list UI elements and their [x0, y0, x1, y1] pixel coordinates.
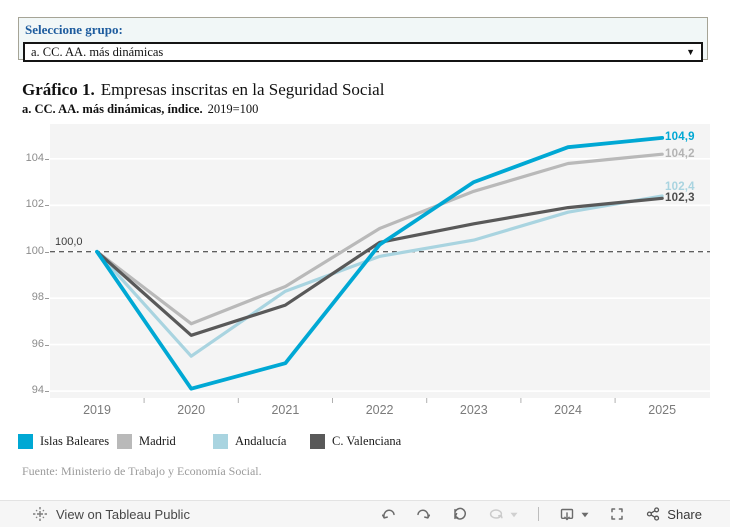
y-axis-label: 102: [25, 198, 44, 211]
download-icon: [561, 508, 574, 521]
page-title: Gráfico 1. Empresas inscritas en la Segur…: [22, 80, 384, 100]
tableau-toolbar: View on Tableau Public: [0, 500, 730, 527]
legend-label: Andalucía: [235, 434, 287, 448]
x-axis-label: 2024: [554, 403, 582, 417]
legend-item-c-valenciana[interactable]: C. Valenciana: [310, 434, 401, 449]
toolbar-divider: [538, 507, 540, 521]
title-prefix: Gráfico 1.: [22, 80, 95, 99]
y-axis-label: 98: [31, 291, 44, 304]
y-axis-label: 100: [25, 244, 44, 257]
line-chart[interactable]: [50, 124, 710, 403]
undo-icon: [382, 509, 396, 519]
refresh-dropdown-caret[interactable]: [510, 505, 518, 523]
redo-icon: [417, 509, 431, 519]
legend-swatch: [310, 434, 325, 449]
reset-icon: [454, 507, 467, 520]
y-axis-label: 104: [25, 151, 44, 164]
subtitle-normal: 2019=100: [207, 102, 259, 116]
x-axis-label: 2019: [83, 403, 111, 417]
series-line-madrid[interactable]: [95, 152, 664, 326]
legend-swatch: [117, 434, 132, 449]
filter-panel: Seleccione grupo: a. CC. AA. más dinámic…: [18, 17, 708, 62]
legend-swatch: [213, 434, 228, 449]
title-text: Empresas inscritas en la Seguridad Socia…: [100, 80, 385, 99]
filter-label: Seleccione grupo:: [25, 22, 123, 37]
y-axis-tick: [45, 298, 49, 300]
share-button[interactable]: Share: [645, 506, 702, 522]
x-axis-label: 2022: [365, 403, 394, 417]
legend-label: Madrid: [139, 434, 176, 448]
x-axis-label: 2020: [177, 403, 206, 417]
view-on-tableau-link[interactable]: View on Tableau Public: [32, 506, 190, 522]
select-caret-icon: ▼: [686, 47, 695, 57]
legend-swatch: [18, 434, 33, 449]
subtitle-bold: a. CC. AA. más dinámicas, índice.: [22, 102, 203, 116]
view-on-tableau-label: View on Tableau Public: [56, 506, 190, 522]
fullscreen-button[interactable]: [609, 506, 625, 522]
y-axis-tick: [45, 344, 49, 346]
title-block: Gráfico 1. Empresas inscritas en la Segur…: [22, 80, 384, 117]
series-line-andaluc-a[interactable]: [95, 194, 664, 358]
download-dropdown-caret[interactable]: [581, 505, 589, 523]
reset-button[interactable]: [452, 506, 468, 522]
undo-button[interactable]: [380, 506, 396, 522]
x-axis-label: 2023: [459, 403, 488, 417]
x-axis-label: 2021: [271, 403, 300, 417]
series-line-islas-baleares[interactable]: [95, 135, 665, 391]
page-subtitle: a. CC. AA. más dinámicas, índice. 2019=10…: [22, 102, 384, 117]
refresh-icon: [490, 509, 503, 519]
legend-item-andaluc-a[interactable]: Andalucía: [213, 434, 286, 449]
plot-area: [50, 124, 710, 398]
redo-button[interactable]: [416, 506, 432, 522]
legend-label: Islas Baleares: [40, 434, 110, 448]
y-axis-tick: [45, 251, 49, 253]
download-button[interactable]: [559, 506, 575, 522]
y-axis-tick: [45, 158, 49, 160]
legend-label: C. Valenciana: [332, 434, 402, 448]
legend-item-islas-baleares[interactable]: Islas Baleares: [18, 434, 109, 449]
toolbar-actions: Share: [380, 505, 702, 523]
source-note: Fuente: Ministerio de Trabajo y Economía…: [22, 464, 262, 478]
x-axis-label: 2025: [648, 403, 677, 417]
series-line-c-valenciana[interactable]: [95, 196, 664, 337]
share-label: Share: [667, 506, 702, 522]
group-select[interactable]: a. CC. AA. más dinámicas ▼: [23, 42, 703, 62]
legend-item-madrid[interactable]: Madrid: [117, 434, 176, 449]
tableau-logo-icon: [33, 507, 47, 521]
share-icon: [647, 507, 660, 521]
y-axis-label: 96: [31, 337, 44, 350]
y-axis-label: 94: [31, 384, 44, 397]
y-axis-tick: [45, 391, 49, 393]
fullscreen-icon: [611, 508, 624, 520]
group-select-value: a. CC. AA. más dinámicas: [31, 44, 164, 59]
y-axis-tick: [45, 205, 49, 207]
refresh-button-disabled[interactable]: [488, 506, 504, 522]
